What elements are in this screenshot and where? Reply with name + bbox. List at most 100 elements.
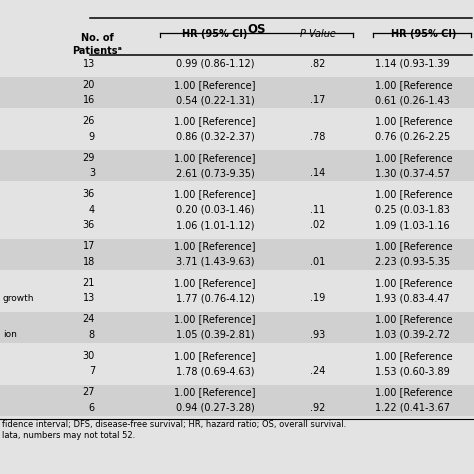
Text: 2.23 (0.93-5.35: 2.23 (0.93-5.35 [375, 257, 450, 267]
Text: 1.14 (0.93-1.39: 1.14 (0.93-1.39 [375, 59, 450, 69]
Text: 1.00 [Reference]: 1.00 [Reference] [174, 387, 256, 397]
Text: 1.00 [Reference]: 1.00 [Reference] [174, 241, 256, 251]
Bar [0, 56, 474, 72]
Text: 1.09 (1.03-1.16: 1.09 (1.03-1.16 [375, 220, 450, 230]
Text: 36: 36 [83, 220, 95, 230]
Text: ion: ion [3, 330, 17, 339]
Bar [0, 364, 474, 379]
Text: 20: 20 [82, 80, 95, 90]
Text: .19: .19 [310, 293, 326, 303]
Text: 17: 17 [82, 241, 95, 251]
Bar [0, 77, 474, 92]
Text: 1.05 (0.39-2.81): 1.05 (0.39-2.81) [176, 330, 255, 340]
Text: 1.00 [Reference: 1.00 [Reference [375, 116, 453, 126]
Text: 1.00 [Reference: 1.00 [Reference [375, 241, 453, 251]
Text: 1.00 [Reference: 1.00 [Reference [375, 351, 453, 361]
Text: fidence interval; DFS, disease-free survival; HR, hazard ratio; OS, overall surv: fidence interval; DFS, disease-free surv… [2, 420, 346, 429]
Text: 0.25 (0.03-1.83: 0.25 (0.03-1.83 [375, 205, 450, 215]
Bar [0, 238, 474, 254]
Text: 1.30 (0.37-4.57: 1.30 (0.37-4.57 [375, 168, 450, 178]
Text: 1.00 [Reference]: 1.00 [Reference] [174, 351, 256, 361]
Text: .17: .17 [310, 95, 326, 105]
Text: 26: 26 [82, 116, 95, 126]
Text: 0.94 (0.27-3.28): 0.94 (0.27-3.28) [176, 403, 255, 413]
Text: .02: .02 [310, 220, 326, 230]
Text: 0.76 (0.26-2.25: 0.76 (0.26-2.25 [375, 132, 450, 142]
Text: 6: 6 [89, 403, 95, 413]
Text: 1.00 [Reference]: 1.00 [Reference] [174, 116, 256, 126]
Text: 16: 16 [83, 95, 95, 105]
Text: 1.00 [Reference: 1.00 [Reference [375, 189, 453, 199]
Text: 1.00 [Reference]: 1.00 [Reference] [174, 80, 256, 90]
Text: 0.20 (0.03-1.46): 0.20 (0.03-1.46) [176, 205, 254, 215]
Text: .14: .14 [310, 168, 326, 178]
Bar [0, 275, 474, 291]
Text: 4: 4 [89, 205, 95, 215]
Text: 13: 13 [83, 59, 95, 69]
Text: 1.00 [Reference: 1.00 [Reference [375, 153, 453, 163]
Text: 0.54 (0.22-1.31): 0.54 (0.22-1.31) [176, 95, 255, 105]
Text: .24: .24 [310, 366, 326, 376]
Text: 0.86 (0.32-2.37): 0.86 (0.32-2.37) [176, 132, 255, 142]
Text: 8: 8 [89, 330, 95, 340]
Text: 1.00 [Reference]: 1.00 [Reference] [174, 153, 256, 163]
Text: 1.00 [Reference]: 1.00 [Reference] [174, 314, 256, 324]
Text: P Value: P Value [300, 29, 336, 39]
Text: 9: 9 [89, 132, 95, 142]
Text: 1.00 [Reference: 1.00 [Reference [375, 387, 453, 397]
Bar [0, 348, 474, 364]
Bar [0, 92, 474, 108]
Text: .78: .78 [310, 132, 326, 142]
Text: 1.78 (0.69-4.63): 1.78 (0.69-4.63) [176, 366, 254, 376]
Text: 1.93 (0.83-4.47: 1.93 (0.83-4.47 [375, 293, 450, 303]
Bar [0, 384, 474, 400]
Bar [0, 186, 474, 202]
Text: .93: .93 [310, 330, 326, 340]
Text: 13: 13 [83, 293, 95, 303]
Text: 1.22 (0.41-3.67: 1.22 (0.41-3.67 [375, 403, 450, 413]
Bar [0, 254, 474, 270]
Text: .82: .82 [310, 59, 326, 69]
Text: 3.71 (1.43-9.63): 3.71 (1.43-9.63) [176, 257, 254, 267]
Bar [0, 327, 474, 343]
Text: 1.00 [Reference]: 1.00 [Reference] [174, 278, 256, 288]
Text: No. of
Patientsᵃ: No. of Patientsᵃ [73, 33, 122, 56]
Bar [0, 218, 474, 233]
Bar [0, 291, 474, 306]
Text: 30: 30 [83, 351, 95, 361]
Bar [0, 202, 474, 218]
Text: growth: growth [3, 294, 35, 303]
Text: 21: 21 [82, 278, 95, 288]
Bar [0, 129, 474, 145]
Text: 36: 36 [83, 189, 95, 199]
Text: 1.77 (0.76-4.12): 1.77 (0.76-4.12) [175, 293, 255, 303]
Text: lata, numbers may not total 52.: lata, numbers may not total 52. [2, 430, 135, 439]
Text: 27: 27 [82, 387, 95, 397]
Text: .11: .11 [310, 205, 326, 215]
Bar [0, 150, 474, 165]
Text: HR (95% CI): HR (95% CI) [391, 29, 456, 39]
Text: HR (95% CI): HR (95% CI) [182, 29, 248, 39]
Text: 1.06 (1.01-1.12): 1.06 (1.01-1.12) [176, 220, 254, 230]
Text: 2.61 (0.73-9.35): 2.61 (0.73-9.35) [176, 168, 255, 178]
Bar [0, 113, 474, 129]
Bar [0, 311, 474, 327]
Text: 1.03 (0.39-2.72: 1.03 (0.39-2.72 [375, 330, 450, 340]
Text: 1.53 (0.60-3.89: 1.53 (0.60-3.89 [375, 366, 450, 376]
Text: 0.99 (0.86-1.12): 0.99 (0.86-1.12) [176, 59, 254, 69]
Text: 0.61 (0.26-1.43: 0.61 (0.26-1.43 [375, 95, 450, 105]
Bar [0, 400, 474, 416]
Text: .01: .01 [310, 257, 326, 267]
Text: 24: 24 [82, 314, 95, 324]
Text: 1.00 [Reference: 1.00 [Reference [375, 278, 453, 288]
Text: 1.00 [Reference: 1.00 [Reference [375, 80, 453, 90]
Text: 3: 3 [89, 168, 95, 178]
Text: 29: 29 [82, 153, 95, 163]
Text: OS: OS [247, 23, 266, 36]
Text: 1.00 [Reference: 1.00 [Reference [375, 314, 453, 324]
Text: 7: 7 [89, 366, 95, 376]
Text: 18: 18 [83, 257, 95, 267]
Text: 1.00 [Reference]: 1.00 [Reference] [174, 189, 256, 199]
Bar [0, 165, 474, 181]
Text: .92: .92 [310, 403, 326, 413]
